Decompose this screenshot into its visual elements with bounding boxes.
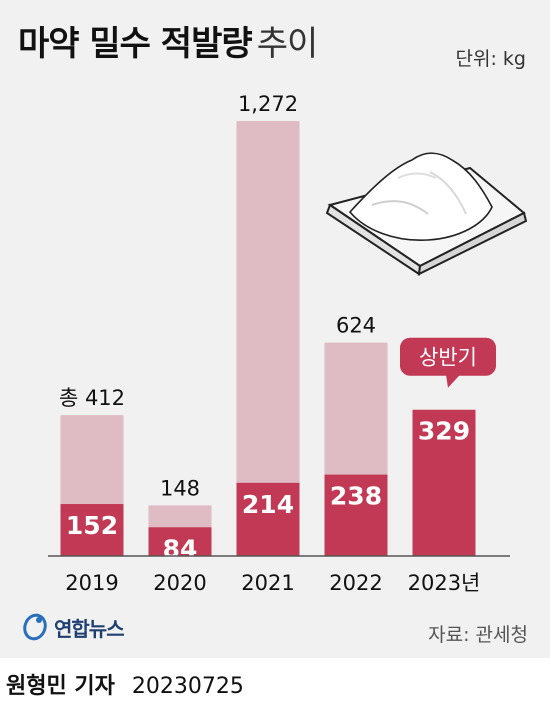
callout-text: 상반기 <box>419 346 477 370</box>
logo-text: 연합뉴스 <box>54 616 125 641</box>
x-axis-ticks: 2019 2020 2021 2022 2023년 <box>65 571 480 595</box>
value-label-2023년: 329 <box>418 417 470 446</box>
value-label-2022: 238 <box>330 482 382 511</box>
seized-bar-2020 <box>148 527 212 556</box>
callout-bubble: 상반기 <box>400 337 496 388</box>
value-label-2020: 84 <box>163 534 198 563</box>
tick-label-2023년: 2023년 <box>408 571 481 595</box>
value-label-2021: 214 <box>242 490 294 519</box>
total-label-2022: 624 <box>336 314 376 338</box>
byline-footer: 원형민 기자 20230725 <box>0 658 550 704</box>
logo: 연합뉴스 <box>22 612 125 642</box>
title-light: 추이 <box>256 24 319 64</box>
tick-label-2022: 2022 <box>329 571 382 595</box>
source-label: 자료: 관세청 <box>428 624 528 646</box>
seized-bars <box>60 409 476 556</box>
total-label-2021: 1,272 <box>238 92 298 116</box>
value-label-2019: 152 <box>66 511 118 540</box>
chart-title: 마약 밀수 적발량 추이 <box>18 16 319 65</box>
unit-label: 단위: kg <box>455 48 526 70</box>
callout-box <box>400 337 496 376</box>
total-label-2019: 총 412 <box>59 386 125 410</box>
seized-bar-2019 <box>60 504 124 556</box>
seized-bar-2022 <box>324 474 388 556</box>
byline: 원형민 기자 20230725 <box>6 668 244 700</box>
seized-bar-2021 <box>236 482 300 556</box>
reporter-name: 원형민 기자 <box>6 674 115 699</box>
tick-label-2019: 2019 <box>65 571 118 595</box>
infographic-card: 마약 밀수 적발량 추이 단위: kg 총 412 152 148 84 1,272 21… <box>0 0 550 658</box>
bar-labels: 총 412 152 148 84 1,272 214 624 238 329 <box>59 92 470 563</box>
callout-tail <box>446 374 460 388</box>
total-label-2020: 148 <box>160 476 200 500</box>
publish-date: 20230725 <box>131 674 244 699</box>
tick-label-2020: 2020 <box>153 571 206 595</box>
title-bold: 마약 밀수 적발량 <box>18 24 253 64</box>
powder-illustration <box>325 152 528 276</box>
tick-label-2021: 2021 <box>241 571 294 595</box>
yonhap-logo-icon <box>23 613 47 641</box>
seized-bar-2023년 <box>412 409 476 556</box>
